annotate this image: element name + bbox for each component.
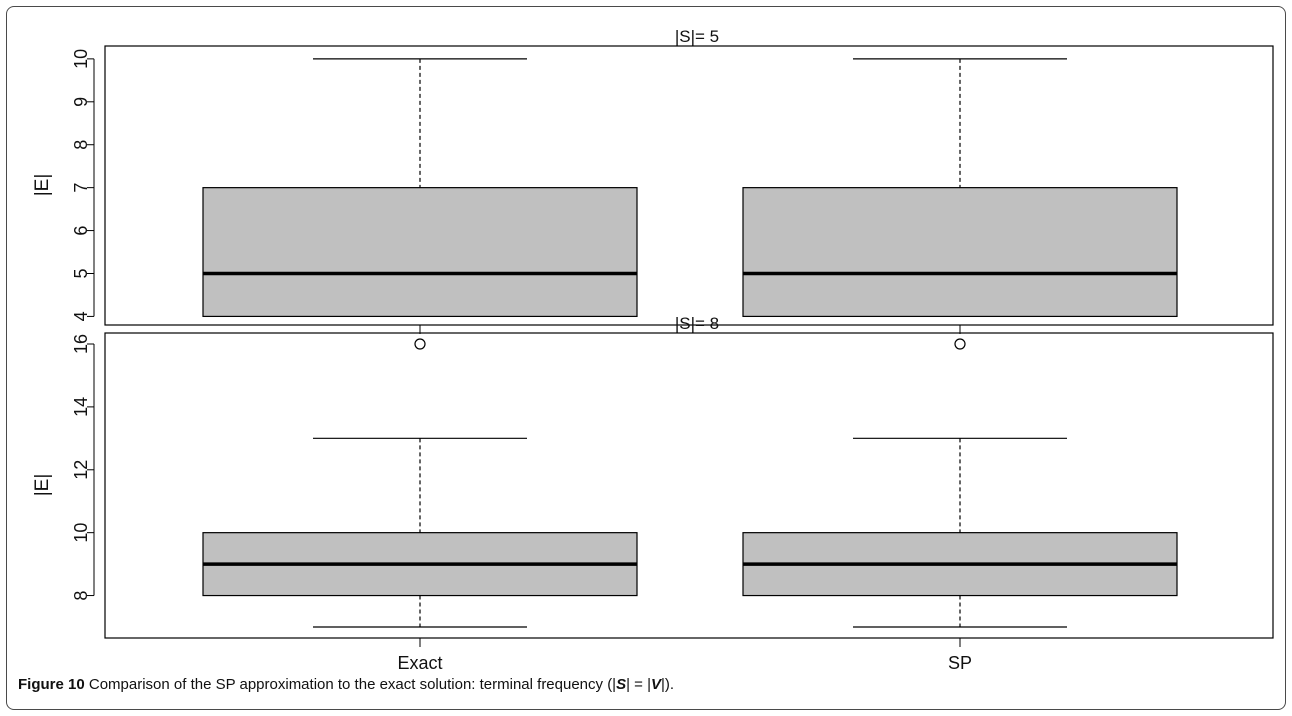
- plot-area-border: [104, 332, 1274, 639]
- outlier-point: [954, 338, 966, 350]
- iqr-box: [202, 187, 638, 318]
- box-sp: [742, 338, 1178, 628]
- panel-1: |S|= 5 |E| 4 5 6 7 8 9 10: [32, 27, 1274, 334]
- y-tick-label: 10: [71, 49, 91, 69]
- caption-text-before: Comparison of the SP approximation to th…: [84, 676, 617, 693]
- y-tick-label: 5: [71, 268, 91, 278]
- y-axis-label: |E|: [32, 174, 53, 197]
- panel-title: |S|= 8: [675, 314, 719, 333]
- box-sp: [742, 58, 1178, 318]
- caption-s-var: S: [616, 676, 627, 693]
- x-tick-label: SP: [948, 653, 972, 673]
- outlier-point: [414, 338, 426, 350]
- caption-text-mid: | = |: [626, 676, 651, 693]
- caption-v-var: V: [651, 676, 662, 693]
- y-tick-label: 12: [71, 460, 91, 480]
- caption-label: Figure 10: [18, 676, 85, 693]
- x-tick-label: Exact: [397, 653, 442, 673]
- panel-2: |S|= 8 |E| 8 10 12 14 16 Exact SP: [32, 314, 1274, 673]
- caption-text-after: |).: [661, 676, 675, 693]
- panel-title: |S|= 5: [675, 27, 719, 46]
- box-exact: [202, 338, 638, 628]
- figure-caption: Figure 10 Comparison of the SP approxima…: [18, 676, 674, 693]
- iqr-box: [742, 187, 1178, 318]
- y-tick-label: 9: [71, 97, 91, 107]
- y-tick-label: 6: [71, 226, 91, 236]
- y-tick-label: 8: [71, 140, 91, 150]
- plot-area-border: [104, 45, 1274, 326]
- y-tick-label: 16: [71, 334, 91, 354]
- y-axis-label: |E|: [32, 474, 53, 497]
- box-exact: [202, 58, 638, 318]
- y-tick-label: 14: [71, 397, 91, 417]
- y-tick-label: 4: [71, 311, 91, 321]
- y-tick-label: 10: [71, 523, 91, 543]
- y-tick-label: 8: [71, 591, 91, 601]
- y-tick-label: 7: [71, 183, 91, 193]
